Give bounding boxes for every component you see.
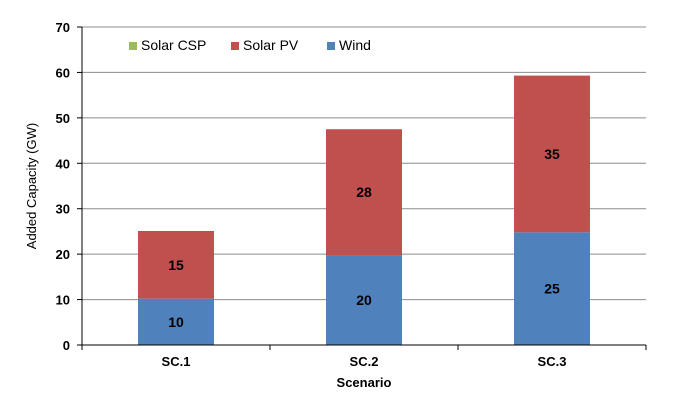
bar-wind-sc3 [514,232,590,345]
legend-item: Wind [327,37,371,53]
y-tick-label: 50 [56,111,70,126]
data-label: 35 [544,146,560,162]
legend-label: Wind [339,37,371,53]
data-label: 28 [356,184,372,200]
legend: Solar CSP Solar PV Wind [129,37,371,53]
legend-swatch [231,42,239,50]
ticks-layer: 0 10 20 30 40 50 60 70 SC.1 SC.2 SC.3 [56,20,647,369]
x-tick-label: SC.2 [350,354,379,369]
data-label: 20 [356,292,372,308]
bars-layer [138,75,590,345]
bar-solar-pv-sc2 [326,129,402,256]
y-tick-label: 20 [56,247,70,262]
y-tick-label: 70 [56,20,70,35]
y-tick-label: 40 [56,156,70,171]
data-label: 10 [168,314,184,330]
y-axis-title: Added Capacity (GW) [24,123,39,249]
x-tick-label: SC.1 [162,354,191,369]
y-tick-label: 30 [56,202,70,217]
x-tick-label: SC.3 [538,354,567,369]
legend-swatch [129,42,137,50]
legend-label: Solar PV [243,37,299,53]
legend-item: Solar CSP [129,37,206,53]
y-tick-label: 0 [63,338,70,353]
data-label: 25 [544,281,560,297]
bar-solar-pv-sc1 [138,230,214,299]
bar-wind-sc1 [138,298,214,345]
bar-wind-sc2 [326,255,402,345]
labels-layer: 10 15 20 28 25 35 [168,146,560,330]
legend-item: Solar PV [231,37,299,53]
x-axis-title: Scenario [337,375,392,390]
y-tick-label: 60 [56,65,70,80]
legend-swatch [327,42,335,50]
y-tick-label: 10 [56,293,70,308]
axes-layer [81,27,646,346]
bar-solar-pv-sc3 [514,75,590,233]
legend-label: Solar CSP [141,37,206,53]
data-label: 15 [168,257,184,273]
